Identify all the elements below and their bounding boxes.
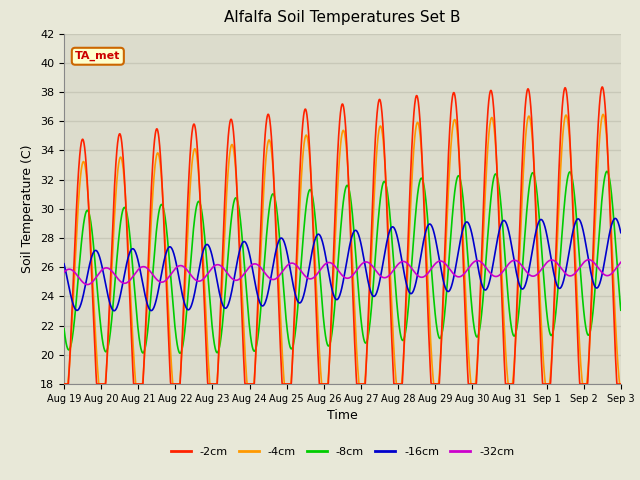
-8cm [176, 350, 184, 356]
-32cm [504, 262, 512, 267]
-2cm [60, 381, 68, 387]
-16cm [611, 216, 619, 221]
-32cm [568, 273, 575, 278]
Legend: -2cm, -4cm, -8cm, -16cm, -32cm: -2cm, -4cm, -8cm, -16cm, -32cm [166, 442, 518, 461]
-16cm [617, 230, 625, 236]
-4cm [358, 381, 366, 387]
-2cm [598, 84, 606, 90]
-8cm [568, 173, 575, 179]
-16cm [568, 234, 575, 240]
Text: TA_met: TA_met [75, 51, 120, 61]
Line: -4cm: -4cm [64, 114, 621, 384]
-4cm [60, 381, 68, 387]
-2cm [358, 381, 366, 387]
-32cm [584, 257, 591, 263]
-32cm [359, 260, 367, 266]
-2cm [504, 381, 512, 387]
-4cm [371, 186, 378, 192]
-4cm [568, 168, 575, 174]
-8cm [371, 262, 379, 268]
-16cm [216, 290, 223, 296]
-32cm [617, 259, 625, 265]
-32cm [585, 257, 593, 263]
-8cm [216, 344, 223, 350]
-2cm [568, 173, 575, 179]
-32cm [60, 269, 68, 275]
-32cm [84, 282, 92, 288]
-8cm [359, 330, 367, 336]
-2cm [583, 381, 591, 387]
-16cm [110, 308, 118, 313]
Line: -8cm: -8cm [64, 171, 621, 353]
-16cm [504, 227, 512, 233]
-8cm [504, 297, 512, 303]
-2cm [216, 337, 223, 343]
Title: Alfalfa Soil Temperatures Set B: Alfalfa Soil Temperatures Set B [224, 11, 461, 25]
-4cm [504, 380, 512, 386]
-32cm [216, 262, 223, 268]
Y-axis label: Soil Temperature (C): Soil Temperature (C) [22, 144, 35, 273]
-16cm [584, 250, 591, 255]
-16cm [371, 293, 379, 299]
Line: -16cm: -16cm [64, 218, 621, 311]
-32cm [371, 266, 379, 272]
-4cm [216, 344, 223, 349]
-4cm [617, 381, 625, 387]
-4cm [599, 111, 607, 117]
Line: -32cm: -32cm [64, 260, 621, 285]
-2cm [371, 152, 378, 158]
-2cm [617, 381, 625, 387]
-8cm [603, 168, 611, 174]
-8cm [617, 307, 625, 313]
-4cm [583, 378, 591, 384]
-16cm [60, 261, 68, 266]
Line: -2cm: -2cm [64, 87, 621, 384]
-16cm [359, 249, 367, 255]
-8cm [60, 326, 68, 332]
-8cm [584, 331, 591, 336]
X-axis label: Time: Time [327, 409, 358, 422]
